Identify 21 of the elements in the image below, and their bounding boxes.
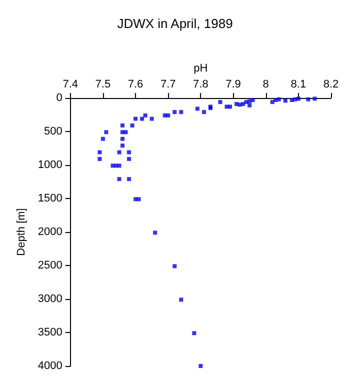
x-tick-label: 8.1 <box>290 78 306 90</box>
y-tick-label: 1000 <box>38 159 62 171</box>
y-tick-label: 1500 <box>38 192 62 204</box>
x-tick-label: 7.8 <box>193 78 208 90</box>
x-tick-label: 7.4 <box>62 78 78 90</box>
x-axis-title: pH <box>194 62 208 74</box>
x-tick-label: 7.7 <box>160 78 176 90</box>
y-tick-label: 2000 <box>38 226 62 238</box>
y-tick-label: 0 <box>56 92 62 104</box>
y-tick-label: 2500 <box>38 260 62 272</box>
x-tick-label: 8.2 <box>323 78 339 90</box>
x-tick-label: 7.6 <box>128 78 144 90</box>
y-tick-label: 3000 <box>38 293 62 305</box>
x-tick-label: 7.9 <box>226 78 241 90</box>
x-tick-label: 7.5 <box>95 78 111 90</box>
chart-title: JDWX in April, 1989 <box>117 16 233 31</box>
x-tick-label: 8 <box>262 78 269 90</box>
y-tick-label: 3500 <box>38 326 62 338</box>
y-axis-title: Depth [m] <box>16 208 28 256</box>
y-tick-label: 4000 <box>38 360 62 372</box>
y-tick-label: 500 <box>44 126 62 138</box>
